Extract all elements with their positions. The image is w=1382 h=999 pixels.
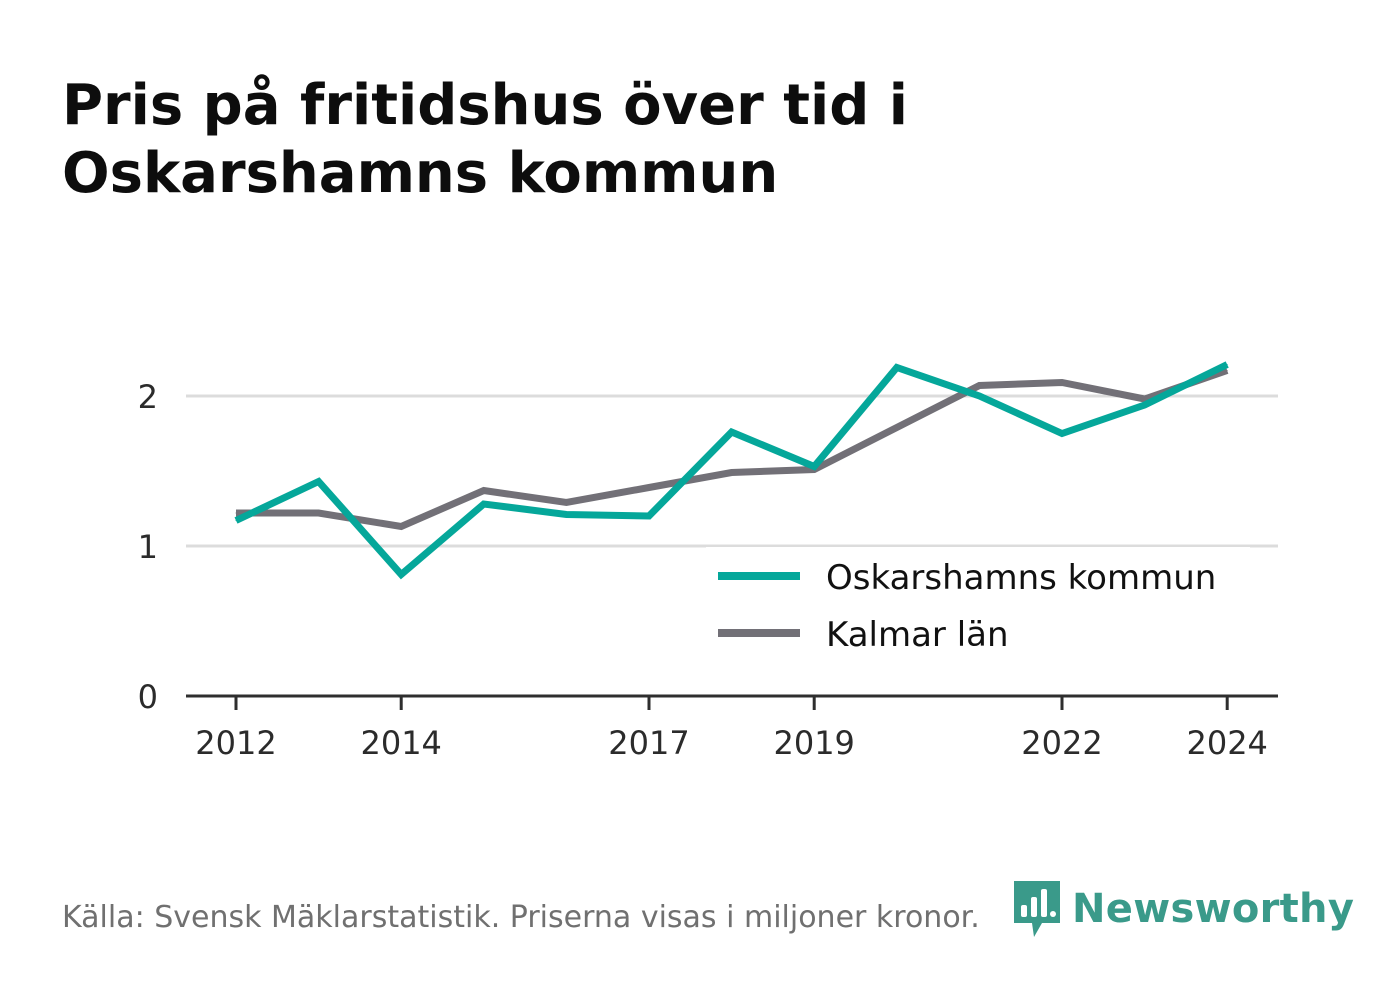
brand-name: Newsworthy [1072,886,1355,932]
series-line-kalmar [236,367,1229,531]
x-tick-label: 2017 [608,724,689,762]
x-tick-label: 2024 [1186,724,1267,762]
legend-background [706,547,1250,665]
data-point-kalmar [235,512,237,514]
source-note: Källa: Svensk Mäklarstatistik. Priserna … [62,900,980,935]
axes: 0 1 2 2012 2014 2017 2019 2022 2024 [138,378,1278,762]
data-point-kalmar [896,427,898,428]
data-point-oskarshamns [1061,433,1063,434]
data-point-oskarshamns [648,515,650,517]
data-point-oskarshamns [731,431,733,433]
data-point-kalmar [318,512,320,514]
grid-lines [186,394,1278,548]
data-point-oskarshamns [235,520,237,521]
legend: Oskarshamns kommun Kalmar län [706,547,1250,665]
data-point-oskarshamns [318,481,320,482]
legend-label-kalmar: Kalmar län [826,615,1009,655]
data-point-oskarshamns [565,514,567,515]
data-point-kalmar [565,502,567,503]
data-point-oskarshamns [813,466,815,467]
y-tick-label: 1 [138,528,158,566]
x-tick-label: 2022 [1021,724,1102,762]
x-tick-label: 2019 [773,724,854,762]
data-point-oskarshamns [896,367,898,368]
brand-logo[interactable]: Newsworthy [1012,878,1354,940]
data-point-oskarshamns [483,503,485,505]
data-point-kalmar [1226,370,1228,371]
data-point-oskarshamns [1226,364,1228,365]
data-point-kalmar [1144,398,1146,400]
data-point-kalmar [1061,382,1063,383]
data-point-kalmar [648,487,650,488]
data-point-kalmar [483,490,485,491]
data-point-oskarshamns [978,395,980,397]
series-lines [234,361,1229,580]
y-tick-label: 0 [138,678,158,716]
data-point-kalmar [978,385,980,386]
chart-title: Pris på fritidshus över tid i Oskarshamn… [62,73,908,206]
data-point-kalmar [400,526,402,527]
y-tick-label: 2 [138,378,158,416]
legend-label-oskarshamns: Oskarshamns kommun [826,558,1216,598]
data-point-kalmar [731,472,733,473]
data-point-oskarshamns [1144,404,1146,406]
newsworthy-logo-icon [1014,881,1060,937]
data-point-oskarshamns [400,574,402,575]
x-tick-label: 2014 [360,724,441,762]
x-tick-label: 2012 [195,724,276,762]
